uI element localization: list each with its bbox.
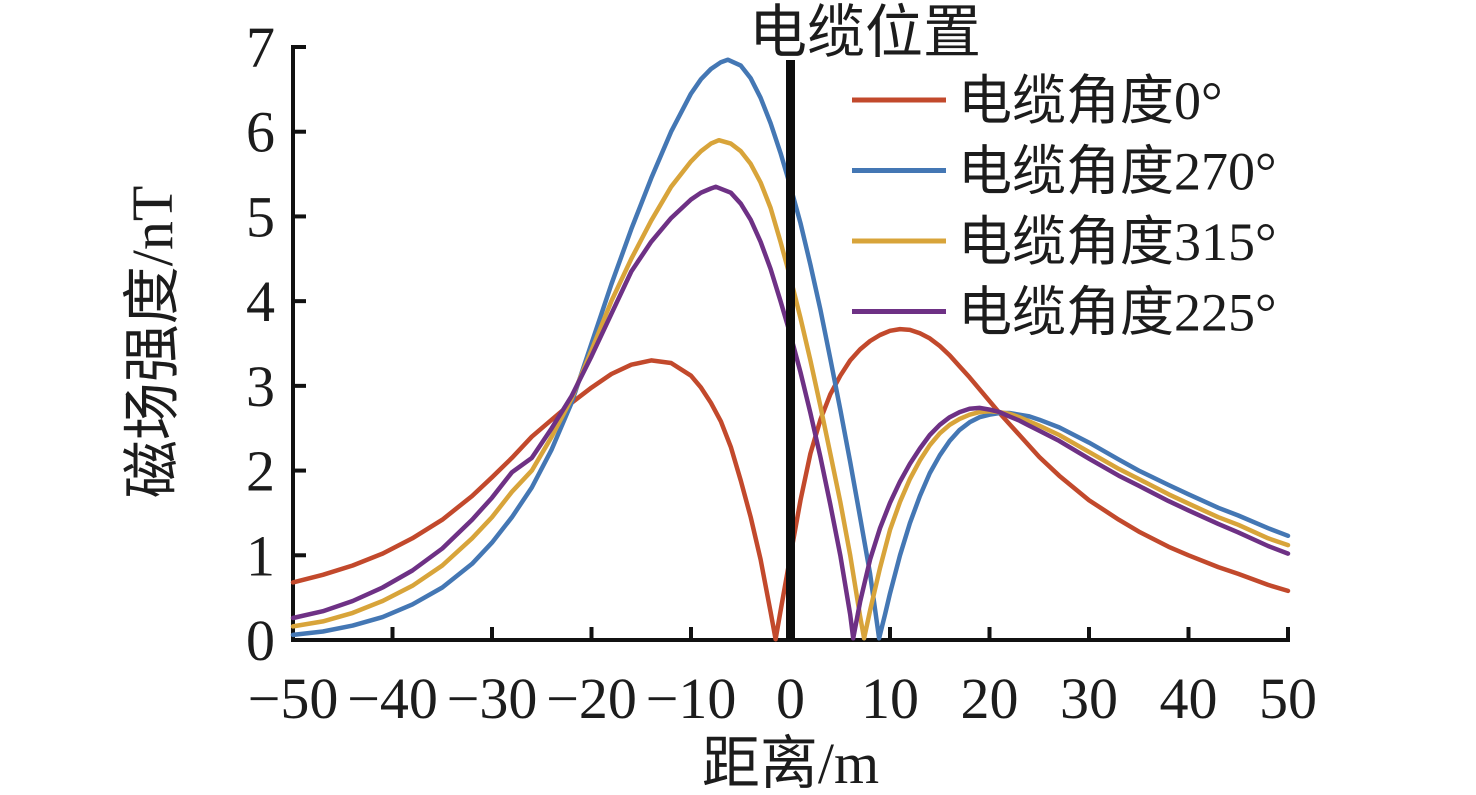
legend-label: 电缆角度315° — [958, 212, 1277, 272]
y-tick-label: 4 — [246, 269, 275, 334]
curve-电缆角度315° — [290, 137, 1291, 641]
data-series-curves — [290, 57, 1291, 642]
x-tick-label: 0 — [776, 666, 805, 731]
axes: −50 −40 −30 −20 −10 0 10 20 30 40 50 0 1 2 3 4 5 6 7 — [246, 15, 1317, 731]
y-tick-label: 7 — [246, 15, 275, 80]
cable-position-annotation: 电缆位置 — [749, 0, 981, 65]
x-tick-label: 30 — [1060, 666, 1118, 731]
x-tick-label: −10 — [646, 666, 737, 731]
y-tick-label: 1 — [246, 523, 275, 588]
legend-label: 电缆角度0° — [958, 71, 1223, 131]
y-axis-label: 磁场强度/nT — [120, 186, 185, 499]
x-tick-label: 40 — [1160, 666, 1218, 731]
legend-item: 电缆角度225° — [852, 283, 1277, 343]
x-axis-tick-labels: −50 −40 −30 −20 −10 0 10 20 30 40 50 — [248, 666, 1317, 731]
x-tick-label: 20 — [961, 666, 1019, 731]
legend-item: 电缆角度0° — [852, 71, 1223, 131]
x-tick-label: 10 — [861, 666, 919, 731]
y-tick-label: 2 — [246, 439, 275, 504]
x-tick-label: −50 — [248, 666, 339, 731]
y-axis-ticks — [293, 45, 306, 642]
y-tick-label: 5 — [246, 184, 275, 249]
y-axis-tick-labels: 0 1 2 3 4 5 6 7 — [246, 15, 275, 673]
x-tick-label: −30 — [447, 666, 538, 731]
x-axis-ticks — [291, 627, 1290, 640]
x-tick-label: −40 — [347, 666, 438, 731]
legend: 电缆角度0° 电缆角度270° 电缆角度315° 电缆角度225° — [852, 71, 1277, 343]
legend-label: 电缆角度225° — [958, 283, 1277, 343]
x-tick-label: −20 — [546, 666, 637, 731]
x-tick-label: 50 — [1259, 666, 1317, 731]
legend-label: 电缆角度270° — [958, 142, 1277, 202]
x-axis-label: 距离/m — [702, 731, 879, 795]
curve-电缆角度225° — [290, 184, 1291, 641]
legend-item: 电缆角度315° — [852, 212, 1277, 272]
y-tick-label: 3 — [246, 354, 275, 419]
y-tick-label: 0 — [246, 608, 275, 673]
curve-电缆角度270° — [290, 57, 1291, 641]
legend-item: 电缆角度270° — [852, 142, 1277, 202]
y-tick-label: 6 — [246, 100, 275, 165]
